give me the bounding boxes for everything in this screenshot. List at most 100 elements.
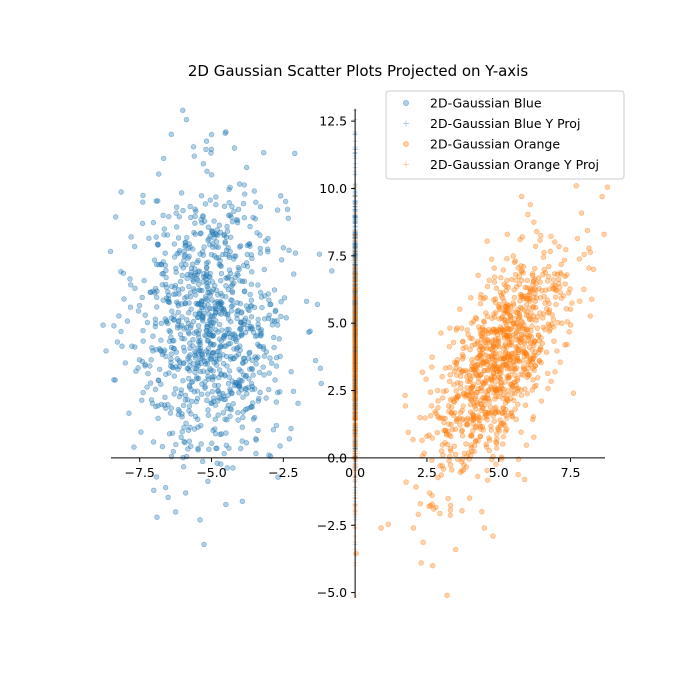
data-point [500,395,506,401]
data-point [226,368,233,374]
data-point [513,277,519,283]
data-point [508,381,514,388]
data-point [158,381,164,387]
data-point [244,251,251,258]
data-point [224,330,230,337]
data-point [546,273,552,280]
data-point [240,414,246,421]
data-point [233,353,239,359]
data-point [464,417,470,423]
data-point [235,206,242,213]
data-point [240,409,246,415]
data-point [402,403,409,409]
data-point [438,472,444,478]
data-point [281,295,288,301]
data-point [441,419,447,426]
data-point [459,456,466,462]
data-point [142,363,148,369]
data-point [548,378,554,385]
data-point [154,514,160,520]
data-point [470,318,477,324]
data-point [194,272,200,278]
data-point [222,251,229,258]
data-point [237,300,244,307]
data-point [463,392,469,398]
data-point [484,238,490,244]
data-point [474,355,480,362]
data-point [100,322,106,328]
data-point [546,328,553,334]
data-point [199,220,205,226]
data-point [511,397,517,404]
data-point [197,517,203,523]
data-point [239,424,246,430]
data-point [152,316,159,322]
data-point [499,327,506,333]
data-point [227,386,233,392]
data-point [449,426,456,433]
data-point [180,207,186,214]
data-point [581,286,587,292]
data-point [241,355,247,361]
data-point [536,285,542,292]
data-point [184,397,191,403]
data-point [477,433,484,439]
data-point [229,288,235,294]
data-point [489,315,495,322]
data-point [216,374,222,381]
data-point [454,416,460,422]
data-point [476,346,482,353]
data-point [260,364,266,370]
data-point [514,386,520,392]
data-point [203,260,210,267]
data-point [213,239,220,245]
data-point [127,282,134,288]
data-point [149,400,156,407]
data-point [525,211,531,218]
data-point [242,191,248,197]
data-point [570,390,577,396]
data-point [146,235,152,241]
data-point [461,450,468,457]
data-point [500,267,506,273]
data-point [475,272,481,279]
data-point [532,349,538,355]
data-point [216,310,223,316]
data-point [511,287,517,293]
data-point [442,427,449,434]
data-point [207,305,213,312]
data-point [223,343,229,349]
data-point [402,392,408,399]
data-point [170,345,177,352]
data-point [204,297,211,303]
data-point [255,316,261,323]
data-point [198,193,205,199]
data-point [540,324,547,331]
data-point [238,368,244,374]
data-point [486,277,492,283]
data-point [480,405,486,412]
data-point [255,282,261,288]
data-point [460,403,466,409]
data-point [484,313,491,320]
data-point [204,168,210,175]
data-point [448,448,454,454]
data-point [153,234,159,240]
data-point [195,447,201,453]
data-point [312,357,319,364]
data-point [492,409,499,415]
data-point [255,427,261,434]
data-point [538,359,544,366]
data-point [445,403,452,409]
data-point [200,213,206,219]
data-point [200,252,207,258]
data-point [487,346,494,353]
data-point [527,201,534,208]
data-point [208,172,215,178]
data-point [171,254,178,260]
data-point [218,270,225,277]
data-point [438,330,444,336]
data-point [550,316,557,323]
data-point [500,433,507,440]
data-point [198,230,204,236]
